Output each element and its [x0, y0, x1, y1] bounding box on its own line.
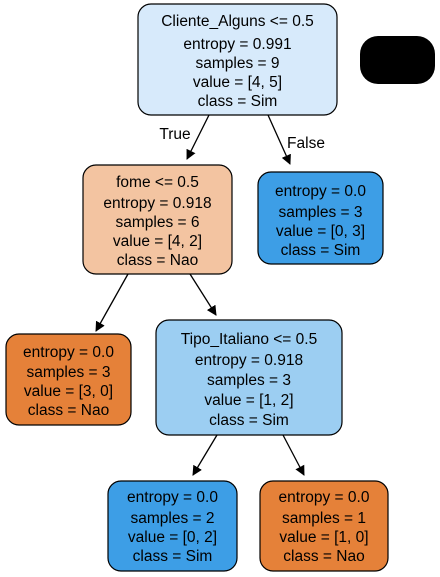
node-tipo-italiano-line-5: class = Sim	[209, 412, 289, 429]
redaction-block	[360, 36, 435, 84]
node-root-box	[137, 3, 338, 116]
node-tipo-italiano-line-2: entropy = 0.918	[195, 352, 303, 369]
node-fome-line-1: fome <= 0.5	[116, 174, 199, 191]
node-nao-leaf-right: entropy = 0.0 samples = 1 value = [1, 0]…	[259, 480, 389, 572]
node-fome-line-5: class = Nao	[117, 252, 198, 269]
node-fome-line-4: value = [4, 2]	[113, 233, 202, 250]
node-nao-leaf-line-2: samples = 3	[26, 364, 110, 381]
node-nao-leaf: entropy = 0.0 samples = 3 value = [3, 0]…	[5, 333, 132, 426]
node-nao-leaf-right-line-3: value = [1, 0]	[279, 529, 368, 546]
edge-fome-to-nao-leaf	[95, 273, 129, 332]
node-nao-leaf-line-1: entropy = 0.0	[23, 344, 114, 361]
node-tipo-italiano-line-1: Tipo_Italiano <= 0.5	[181, 331, 317, 348]
node-sim-leaf-line-4: class = Sim	[133, 548, 213, 565]
node-fome: fome <= 0.5 entropy = 0.918 samples = 6 …	[82, 164, 233, 275]
node-root-line-1: Cliente_Alguns <= 0.5	[161, 13, 314, 30]
node-tipo-italiano: Tipo_Italiano <= 0.5 entropy = 0.918 sam…	[155, 319, 343, 436]
node-sim-leaf-box	[107, 480, 238, 572]
node-sim-right-line-2: samples = 3	[278, 204, 362, 221]
node-nao-leaf-line-4: class = Nao	[28, 402, 109, 419]
node-sim-right-line-4: class = Sim	[281, 242, 361, 259]
edge-label-false: False	[287, 135, 325, 152]
node-fome-box	[82, 164, 233, 275]
edge-fome-to-tipo-italiano	[189, 273, 217, 316]
edge-root-to-sim-right	[267, 114, 291, 165]
node-sim-leaf-line-1: entropy = 0.0	[127, 489, 218, 506]
node-sim-right-line-3: value = [0, 3]	[276, 223, 365, 240]
node-nao-leaf-right-box	[259, 480, 389, 572]
node-fome-line-2: entropy = 0.918	[103, 195, 211, 212]
node-root: Cliente_Alguns <= 0.5 entropy = 0.991 sa…	[137, 3, 338, 116]
node-sim-right: entropy = 0.0 samples = 3 value = [0, 3]…	[257, 171, 384, 265]
node-sim-right-line-1: entropy = 0.0	[275, 183, 366, 200]
node-tipo-italiano-line-4: value = [1, 2]	[204, 392, 293, 409]
node-root-line-4: value = [4, 5]	[193, 74, 282, 91]
edge-tipo-to-nao-leaf-right	[282, 434, 305, 476]
node-nao-leaf-right-line-1: entropy = 0.0	[279, 489, 370, 506]
node-nao-leaf-line-3: value = [3, 0]	[24, 383, 113, 400]
edge-label-true: True	[159, 126, 190, 143]
node-nao-leaf-box	[5, 333, 132, 426]
edge-root-to-fome	[186, 114, 210, 160]
node-tipo-italiano-box	[155, 319, 343, 436]
node-tipo-italiano-line-3: samples = 3	[207, 372, 291, 389]
node-nao-leaf-right-line-4: class = Nao	[283, 548, 364, 565]
node-fome-line-3: samples = 6	[115, 214, 199, 231]
node-sim-leaf-line-3: value = [0, 2]	[128, 529, 217, 546]
node-root-line-2: entropy = 0.991	[183, 36, 291, 53]
node-sim-right-box	[257, 171, 384, 265]
edge-tipo-to-sim-leaf	[192, 434, 218, 476]
node-sim-leaf: entropy = 0.0 samples = 2 value = [0, 2]…	[107, 480, 238, 572]
node-root-line-5: class = Sim	[198, 93, 278, 110]
node-root-line-3: samples = 9	[195, 55, 279, 72]
node-nao-leaf-right-line-2: samples = 1	[282, 510, 366, 527]
node-sim-leaf-line-2: samples = 2	[130, 510, 214, 527]
